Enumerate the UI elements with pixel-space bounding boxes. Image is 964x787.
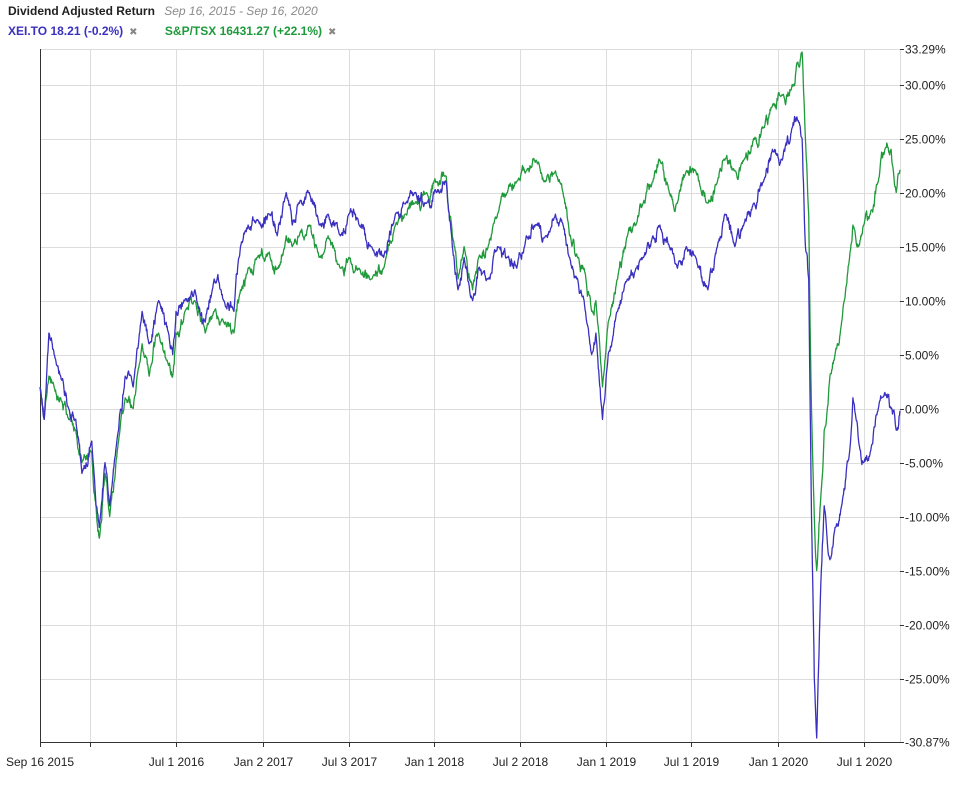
chart-title: Dividend Adjusted Return [8,4,155,18]
x-tick-label: Jul 1 2016 [149,755,205,769]
y-tick-label: 0.00% [905,403,939,417]
y-tick-label: 20.00% [905,187,946,201]
x-tick-label: Jul 3 2017 [322,755,378,769]
chart-header: Dividend Adjusted Return Sep 16, 2015 - … [8,3,708,40]
y-tick-label: 10.00% [905,295,946,309]
legend-label-xei: XEI.TO 18.21 (-0.2%) [8,24,124,38]
y-tick-label: -10.00% [905,511,950,525]
legend-item-tsx[interactable]: S&P/TSX 16431.27 (+22.1%) ✖ [165,22,336,42]
x-tick-label: Jan 1 2018 [405,755,465,769]
x-tick-label: Jul 2 2018 [493,755,549,769]
x-tick-label: Sep 16 2015 [6,755,74,769]
y-tick-label: -5.00% [905,457,943,471]
tick-labels: Sep 16 2015 Jul 1 2016 Jan 2 2017 Jul 3 201… [6,43,950,770]
y-tick-label: 15.00% [905,241,946,255]
date-range: Sep 16, 2015 - Sep 16, 2020 [164,4,318,18]
legend: XEI.TO 18.21 (-0.2%) ✖ S&P/TSX 16431.27 (… [8,22,708,40]
y-tick-label: -15.00% [905,565,950,579]
y-tick-label: 25.00% [905,133,946,147]
y-tick-label: 33.29% [905,43,946,57]
y-tick-label: 30.00% [905,79,946,93]
series-line-tsx [39,51,901,572]
chart-title-row: Dividend Adjusted Return Sep 16, 2015 - … [8,3,708,19]
close-icon[interactable]: ✖ [129,27,138,38]
close-icon[interactable]: ✖ [328,27,337,38]
x-tick-label: Jul 1 2020 [837,755,893,769]
y-tick-label: -25.00% [905,673,950,687]
x-tick-label: Jan 2 2017 [234,755,294,769]
axes [40,49,904,747]
legend-label-tsx: S&P/TSX 16431.27 (+22.1%) [164,24,322,38]
x-tick-label: Jan 1 2019 [577,755,637,769]
series-line-xei [39,115,901,739]
x-tick-label: Jan 1 2020 [749,755,809,769]
y-tick-label: 5.00% [905,349,939,363]
series-lines [39,51,901,739]
y-tick-label: -30.87% [905,736,950,750]
y-tick-label: -20.00% [905,619,950,633]
x-tick-label: Jul 1 2019 [664,755,720,769]
legend-item-xei[interactable]: XEI.TO 18.21 (-0.2%) ✖ [8,22,138,42]
